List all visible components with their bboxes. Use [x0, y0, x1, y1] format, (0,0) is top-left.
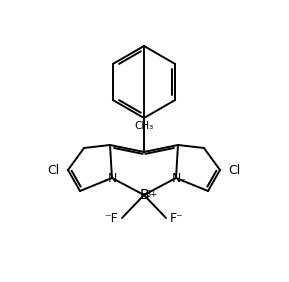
- Text: Cl: Cl: [228, 164, 240, 177]
- Text: F⁻: F⁻: [170, 212, 184, 224]
- Text: N: N: [107, 171, 117, 184]
- Text: Cl: Cl: [48, 164, 60, 177]
- Text: ⁻: ⁻: [179, 177, 185, 187]
- Text: ⁻F: ⁻F: [104, 212, 118, 224]
- Text: CH₃: CH₃: [134, 121, 154, 131]
- Text: ⁻: ⁻: [103, 177, 109, 187]
- Text: B: B: [139, 188, 149, 202]
- Text: N: N: [171, 171, 181, 184]
- Text: 3+: 3+: [145, 190, 157, 199]
